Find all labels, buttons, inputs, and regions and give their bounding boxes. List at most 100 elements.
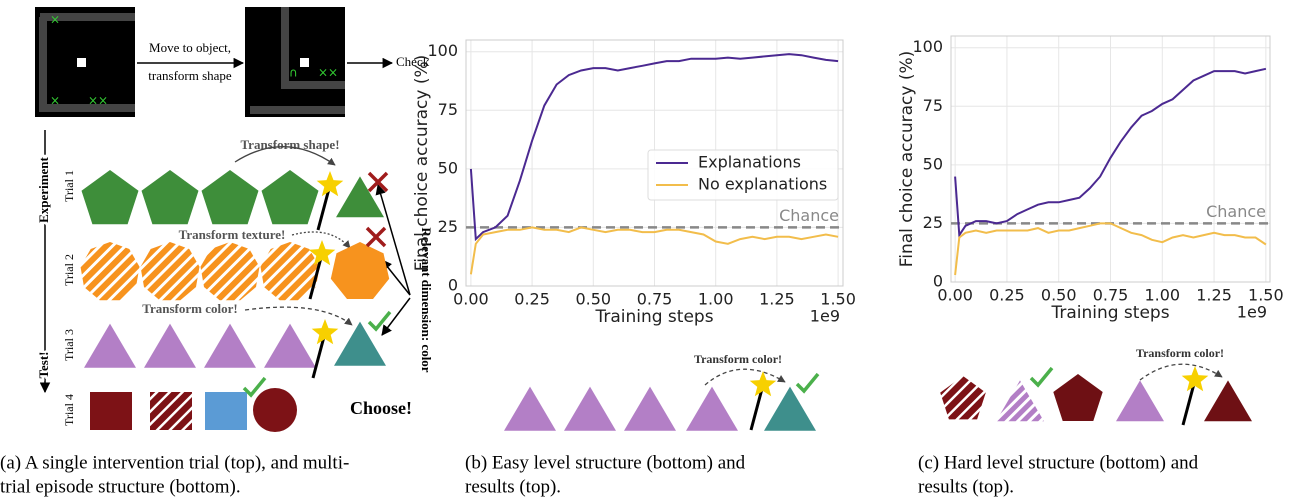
star [308, 240, 336, 266]
grid-world-1: × × ×× [35, 7, 135, 117]
x-tick-label: 0.50 [1041, 286, 1077, 305]
trial-label: Trial 1 [62, 170, 76, 202]
wand [749, 384, 765, 431]
chart: 0 25 50 75 100 0.00 0.25 0.50 0.75 1.00 1.25 1.50 Tr… [412, 39, 856, 327]
plot-frame [465, 39, 844, 287]
shape [81, 170, 139, 225]
shape [330, 242, 390, 299]
transform-label: Transform color! [1136, 346, 1224, 360]
star [311, 319, 339, 345]
chance-label: Chance [1206, 202, 1266, 221]
action-text: transform shape [148, 68, 232, 83]
x-tick-label: 1.50 [1248, 286, 1284, 305]
x-axis-label: Training steps [1050, 303, 1169, 323]
y-axis-label: Final choice accuracy (%) [897, 51, 917, 268]
shape [205, 392, 247, 430]
shape [1116, 380, 1164, 422]
y-tick-label: 0 [448, 276, 458, 295]
caption: results (top). [465, 476, 561, 497]
x-offset-label: 1e9 [1237, 303, 1267, 322]
star [316, 171, 344, 197]
series-line [954, 222, 1267, 276]
check [1029, 366, 1054, 388]
x-tick-label: 1.00 [1144, 286, 1180, 305]
svg-text:×: × [50, 13, 60, 27]
series-line [954, 67, 1267, 239]
legend-label: Explanations [698, 153, 801, 172]
caption: results (top). [918, 476, 1014, 497]
y-tick-label: 100 [912, 37, 943, 56]
shape [1053, 374, 1103, 421]
shape [260, 242, 320, 301]
shape [204, 323, 256, 368]
test-label: Test! [36, 352, 51, 379]
relevant-label: Relevant dimension: color [419, 227, 434, 372]
shape [686, 386, 738, 431]
wand [316, 184, 332, 231]
cross [365, 226, 387, 248]
svg-text:××: ×× [318, 66, 338, 80]
x-tick-label: 0.00 [453, 290, 489, 309]
transform-label: Transform color! [694, 352, 782, 366]
transform-label: Transform color! [142, 301, 237, 316]
x-tick-label: 1.50 [820, 290, 856, 309]
chart: 0 25 50 75 100 0.00 0.25 0.50 0.75 1.00 1.25 1.50 Tr… [897, 35, 1284, 323]
transform-arrow [291, 231, 351, 249]
series-line [469, 226, 839, 275]
action-text: Move to object, [149, 40, 231, 55]
star [1181, 366, 1209, 392]
shape [144, 323, 196, 368]
shape [201, 170, 259, 225]
x-tick-label: 0.50 [575, 290, 611, 309]
cross [367, 171, 389, 193]
y-tick-label: 25 [923, 213, 943, 232]
shape [624, 386, 676, 431]
transform-arrow [1139, 363, 1223, 381]
shape [80, 242, 140, 301]
caption: (b) Easy level structure (bottom) and [465, 452, 746, 473]
x-tick-label: 0.25 [514, 290, 550, 309]
x-tick-label: 1.00 [698, 290, 734, 309]
shape [261, 170, 319, 225]
y-tick-label: 0 [933, 272, 943, 291]
shape [504, 386, 556, 431]
plot-frame [950, 35, 1271, 283]
caption: (c) Hard level structure (bottom) and [918, 452, 1199, 473]
grid-world-2: ∩ ×× [245, 7, 345, 117]
transform-label: Transform shape! [240, 137, 339, 152]
y-tick-label: 50 [923, 154, 943, 173]
x-axis-label: Training steps [594, 307, 713, 327]
shape [84, 323, 136, 368]
x-tick-label: 0.25 [989, 286, 1025, 305]
transform-arrow [234, 146, 336, 166]
trial-label: Trial 2 [62, 254, 76, 286]
transform-arrow [704, 368, 786, 386]
y-tick-label: 75 [923, 96, 943, 115]
x-offset-label: 1e9 [810, 307, 840, 326]
check [242, 376, 267, 398]
shape [140, 242, 200, 301]
svg-text:×: × [50, 94, 60, 108]
shape [141, 170, 199, 225]
shape [150, 392, 192, 430]
star [749, 371, 777, 397]
wand [1181, 379, 1197, 426]
x-tick-label: 0.75 [1093, 286, 1129, 305]
legend-box [647, 149, 839, 201]
y-tick-label: 25 [438, 217, 458, 236]
shape [264, 323, 316, 368]
legend-label: No explanations [698, 175, 827, 194]
experiment-label: Experiment [36, 156, 51, 222]
shape [940, 376, 986, 420]
chance-label: Chance [779, 206, 839, 225]
y-tick-label: 100 [427, 41, 458, 60]
y-tick-label: 75 [438, 100, 458, 119]
caption: (a) A single intervention trial (top), a… [0, 452, 349, 473]
shape [336, 176, 384, 218]
x-tick-label: 1.25 [759, 290, 795, 309]
shape [200, 242, 260, 301]
wand [311, 332, 327, 379]
series-line [469, 53, 839, 242]
relevant-arrows [375, 183, 411, 336]
